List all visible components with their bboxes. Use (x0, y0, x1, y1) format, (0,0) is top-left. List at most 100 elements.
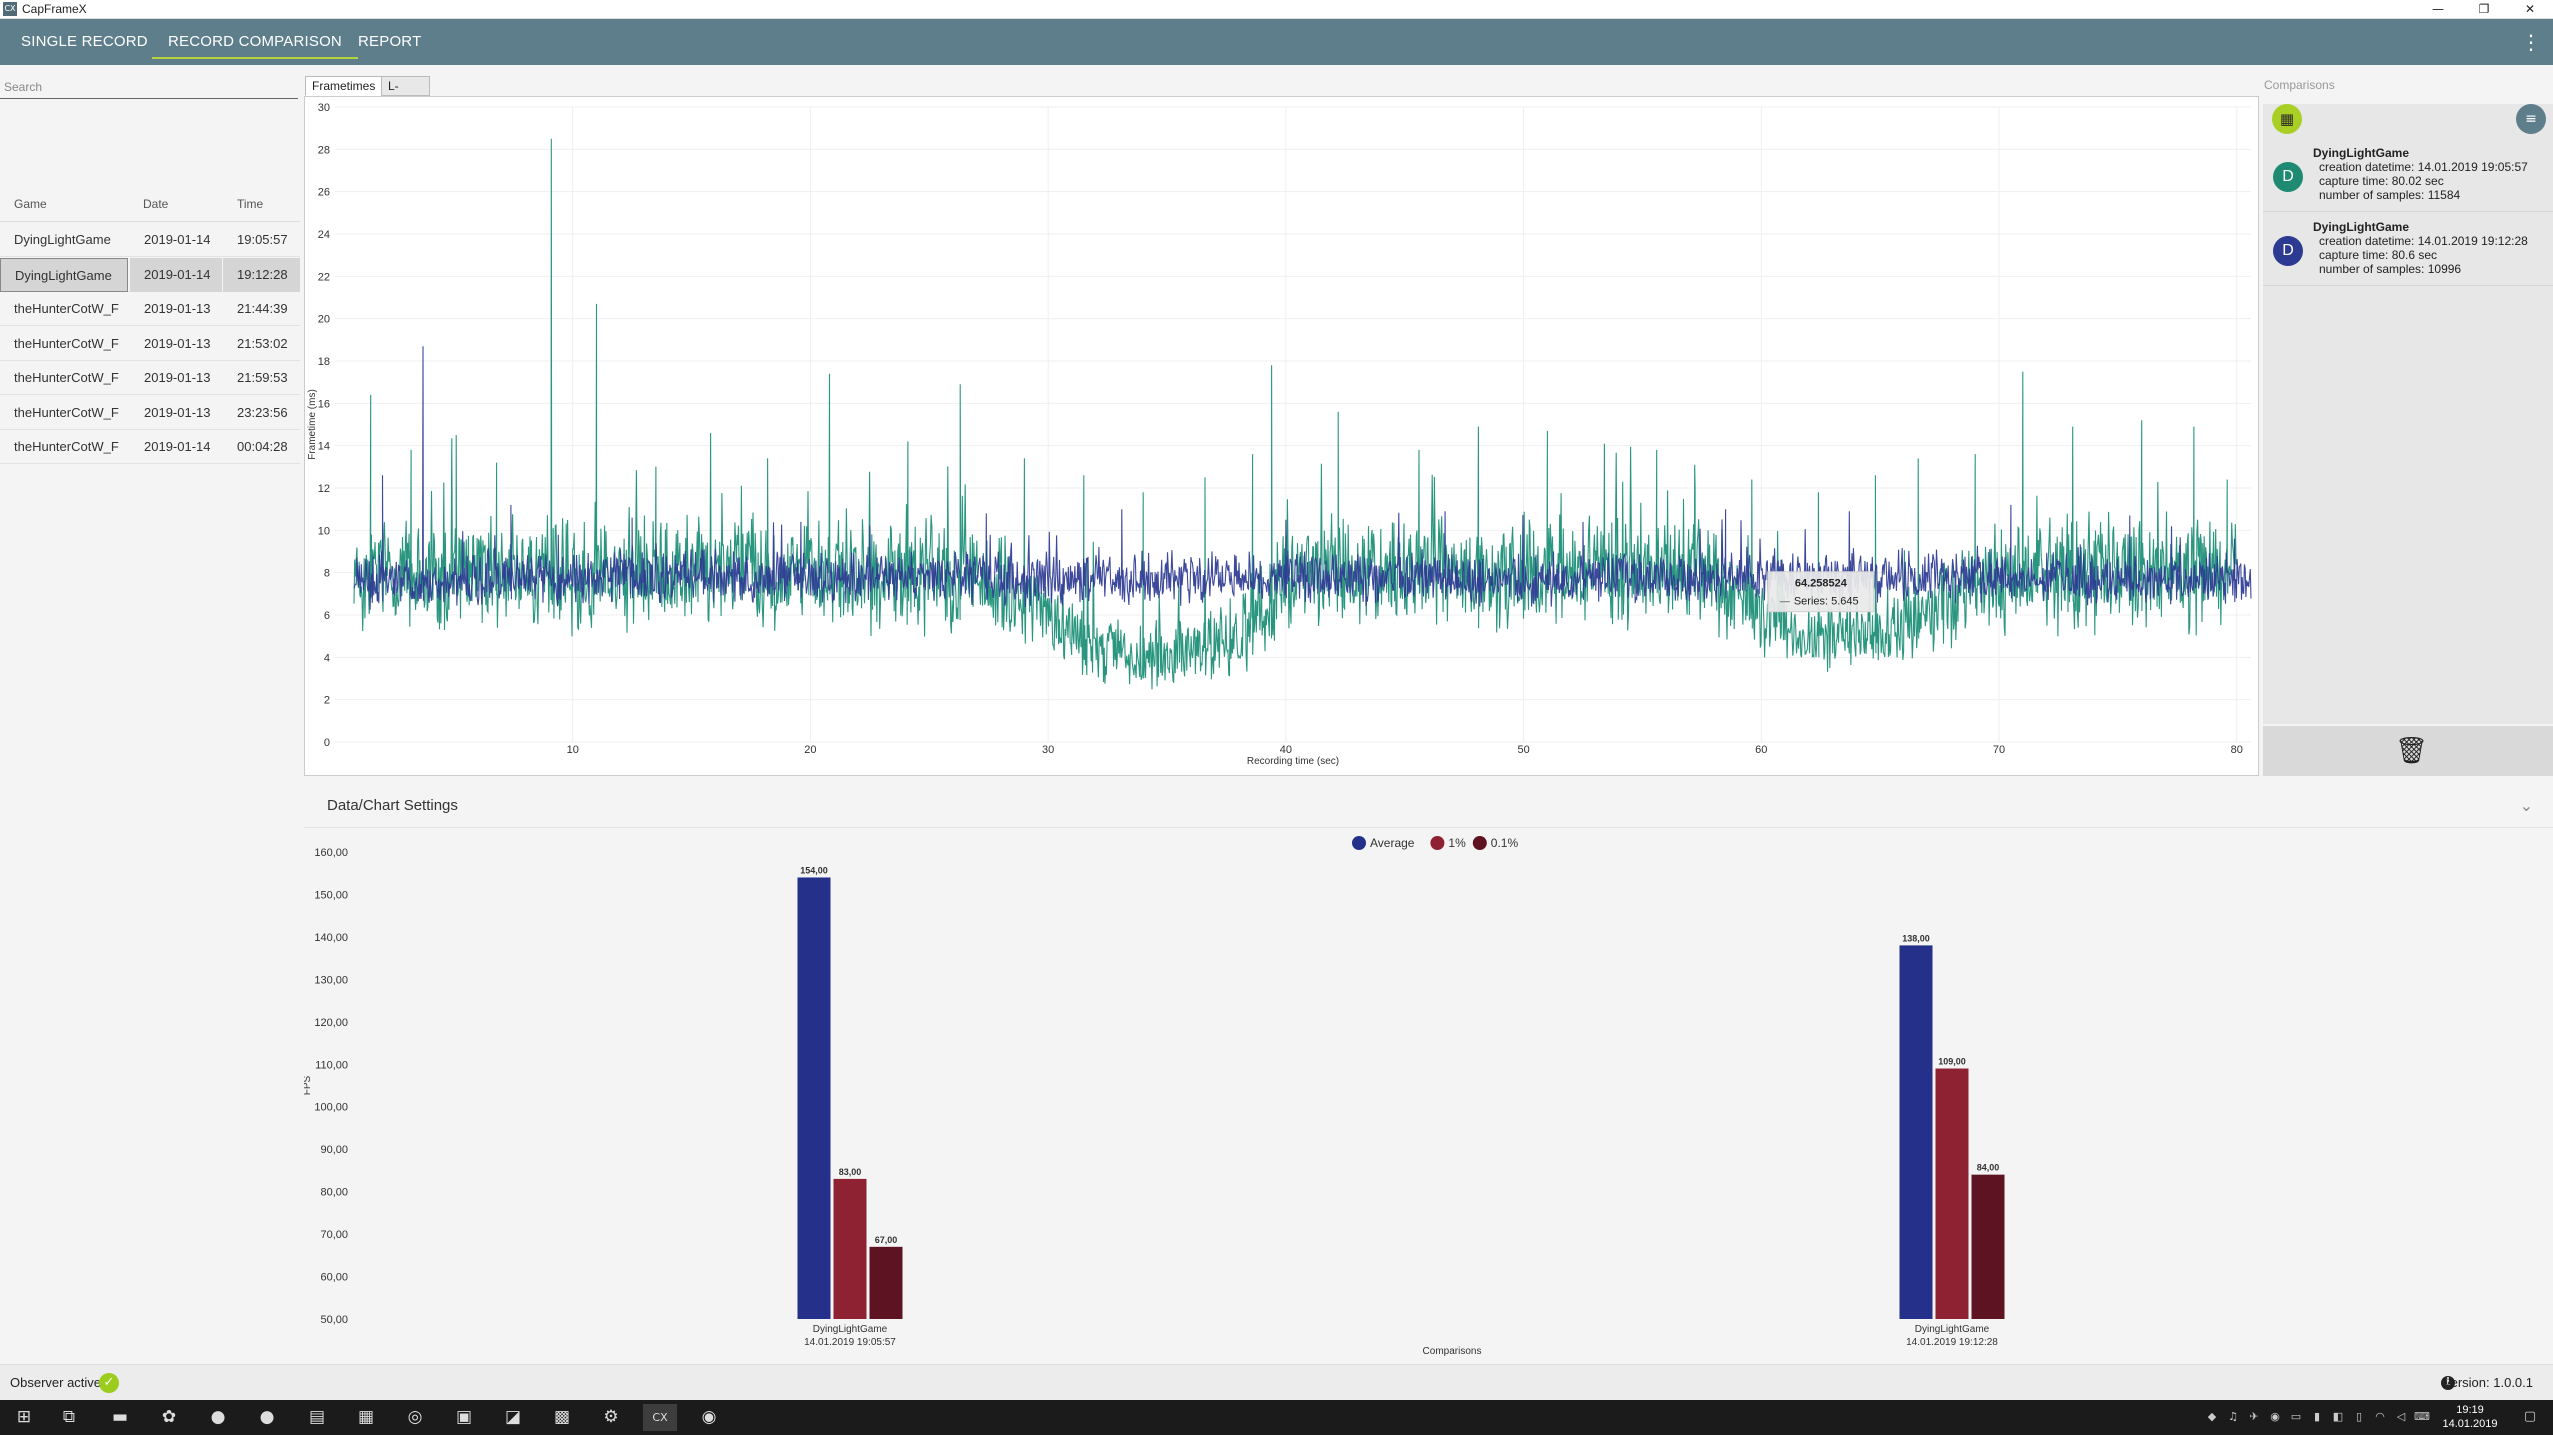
notification-center-icon[interactable]: ▢ (2523, 1409, 2537, 1424)
comparison-item[interactable]: D DyingLightGame creation datetime: 14.0… (2263, 142, 2553, 212)
browser-icon[interactable]: ◎ (407, 1407, 423, 1427)
app-icon[interactable]: ✿ (161, 1407, 177, 1427)
x-axis-label: Comparisons (1423, 1346, 1482, 1357)
data-chart-settings-header[interactable]: Data/Chart Settings ⌄ (304, 784, 2553, 828)
tray-volume-icon[interactable]: ◁ (2396, 1410, 2406, 1423)
capframex-taskbar-icon[interactable]: CX (643, 1404, 677, 1431)
clear-list-icon[interactable]: ≡ (2516, 104, 2546, 134)
table-row[interactable]: theHunterCotW_F 2019-01-13 23:23:56 (0, 396, 300, 430)
x-tick-label: 60 (1755, 744, 1767, 756)
spotify-icon[interactable]: ● (259, 1407, 275, 1427)
tray-app-icon-2[interactable]: ♫ (2228, 1410, 2238, 1423)
firefox-icon[interactable]: ● (210, 1407, 226, 1427)
comparison-capture: capture time: 80.6 sec (2319, 248, 2438, 262)
store-icon[interactable]: ▣ (455, 1407, 473, 1427)
tray-app-icon-5[interactable]: ◧ (2332, 1410, 2344, 1423)
record-time: 19:12:28 (223, 257, 300, 292)
bar (1971, 1174, 2005, 1319)
table-row[interactable]: theHunterCotW_F 2019-01-13 21:59:53 (0, 361, 300, 395)
y-tick-label: 2 (324, 695, 330, 707)
tray-wifi-icon[interactable]: ◠ (2375, 1410, 2385, 1423)
notepad-icon[interactable]: ▤ (308, 1407, 326, 1427)
tray-app-icon-3[interactable]: ✈ (2249, 1410, 2259, 1423)
tray-network-icon[interactable]: ▭ (2290, 1410, 2302, 1423)
minimize-button[interactable]: — (2432, 2, 2444, 16)
y-tick-label: 24 (318, 229, 330, 241)
y-tick-label: 28 (318, 144, 330, 156)
file-explorer-icon[interactable]: ▬ (111, 1407, 129, 1427)
restore-button[interactable]: ❐ (2478, 2, 2490, 16)
info-icon[interactable]: i (2441, 1376, 2455, 1390)
comparison-item[interactable]: D DyingLightGame creation datetime: 14.0… (2263, 216, 2553, 286)
x-tick-label: 80 (2231, 744, 2243, 756)
record-game: DyingLightGame (0, 257, 128, 292)
y-tick-label: 0 (324, 737, 330, 749)
record-date: 2019-01-14 (144, 439, 211, 454)
column-header-game[interactable]: Game (14, 197, 47, 211)
tooltip-series: Series: 5.645 (1794, 596, 1859, 608)
search-input[interactable] (0, 75, 298, 99)
column-header-date[interactable]: Date (143, 197, 169, 211)
y-tick-label: 26 (318, 187, 330, 199)
chevron-down-icon[interactable]: ⌄ (2519, 796, 2533, 815)
more-menu-icon[interactable]: ⋮ (2521, 30, 2541, 54)
record-time: 19:05:57 (237, 232, 288, 247)
table-row[interactable]: theHunterCotW_F 2019-01-13 21:53:02 (0, 327, 300, 361)
record-date: 2019-01-14 (130, 257, 222, 292)
check-icon: ✓ (99, 1373, 119, 1393)
settings-icon[interactable]: ⚙ (603, 1407, 619, 1427)
calculator-icon[interactable]: ▦ (357, 1407, 375, 1427)
media-icon[interactable]: ▩ (553, 1407, 571, 1427)
close-button[interactable]: ✕ (2524, 2, 2536, 16)
tray-app-icon-1[interactable]: ◆ (2207, 1410, 2217, 1423)
column-header-time[interactable]: Time (237, 197, 264, 211)
comparison-game: DyingLightGame (2313, 146, 2410, 160)
x-tick-label: 20 (804, 744, 816, 756)
tray-steam-icon[interactable]: ◉ (2270, 1410, 2280, 1423)
record-time: 23:23:56 (237, 404, 288, 420)
comparisons-footer: 🗑 (2263, 726, 2553, 776)
main-navigation: SINGLE RECORD RECORD COMPARISON REPORT ⋮ (0, 19, 2553, 65)
windows-start-icon[interactable]: ⊞ (16, 1407, 32, 1427)
bar-value-label: 67,00 (875, 1235, 898, 1245)
comparison-creation: creation datetime: 14.01.2019 19:05:57 (2319, 160, 2528, 174)
record-time: 21:44:39 (237, 301, 288, 316)
comparisons-title: Comparisons (2264, 78, 2335, 92)
paint-icon[interactable]: ◪ (504, 1407, 522, 1427)
record-date: 2019-01-13 (144, 335, 211, 351)
record-time: 21:59:53 (237, 370, 288, 385)
taskbar-clock[interactable]: 19:19 14.01.2019 (2439, 1403, 2501, 1431)
legend-label: Average (1370, 836, 1415, 850)
tab-record-comparison[interactable]: RECORD COMPARISON (152, 19, 358, 65)
y-axis-label: FPS (304, 1075, 313, 1095)
table-row[interactable]: theHunterCotW_F 2019-01-14 00:04:28 (0, 430, 300, 464)
table-row[interactable]: DyingLightGame 2019-01-14 19:05:57 (0, 223, 300, 257)
table-icon[interactable]: ▦ (2272, 104, 2302, 134)
trash-icon[interactable]: 🗑 (2395, 736, 2429, 766)
table-row[interactable]: theHunterCotW_F 2019-01-13 21:44:39 (0, 292, 300, 326)
tab-single-record[interactable]: SINGLE RECORD (21, 33, 148, 50)
frametime-series-line (353, 346, 2252, 610)
record-game: theHunterCotW_F (14, 301, 119, 316)
y-tick-label: 8 (324, 568, 330, 580)
tab-frametimes[interactable]: Frametimes (305, 76, 383, 96)
table-row[interactable]: DyingLightGame 2019-01-14 19:12:28 (0, 257, 300, 292)
legend-marker (1472, 836, 1487, 850)
task-view-icon[interactable]: ⧉ (62, 1407, 76, 1427)
record-game: DyingLightGame (14, 232, 111, 247)
tab-l-shape[interactable]: L-Shape (381, 76, 430, 111)
tray-language-icon[interactable]: ⌨ (2414, 1410, 2430, 1423)
window-title: CapFrameX (22, 2, 87, 16)
y-tick-label: 10 (318, 525, 330, 537)
tray-app-icon-4[interactable]: ▮ (2313, 1410, 2321, 1423)
tab-report[interactable]: REPORT (358, 33, 422, 50)
y-tick-label: 100,00 (314, 1102, 348, 1114)
record-time: 21:53:02 (237, 335, 288, 351)
steam-icon[interactable]: ◉ (701, 1407, 717, 1427)
tray-battery-icon[interactable]: ▯ (2355, 1410, 2363, 1423)
comparison-samples: number of samples: 11584 (2319, 188, 2461, 202)
x-tick-label: 30 (1042, 744, 1054, 756)
x-tick-label: 50 (1517, 744, 1529, 756)
record-table-header: Game Date Time (0, 186, 300, 222)
